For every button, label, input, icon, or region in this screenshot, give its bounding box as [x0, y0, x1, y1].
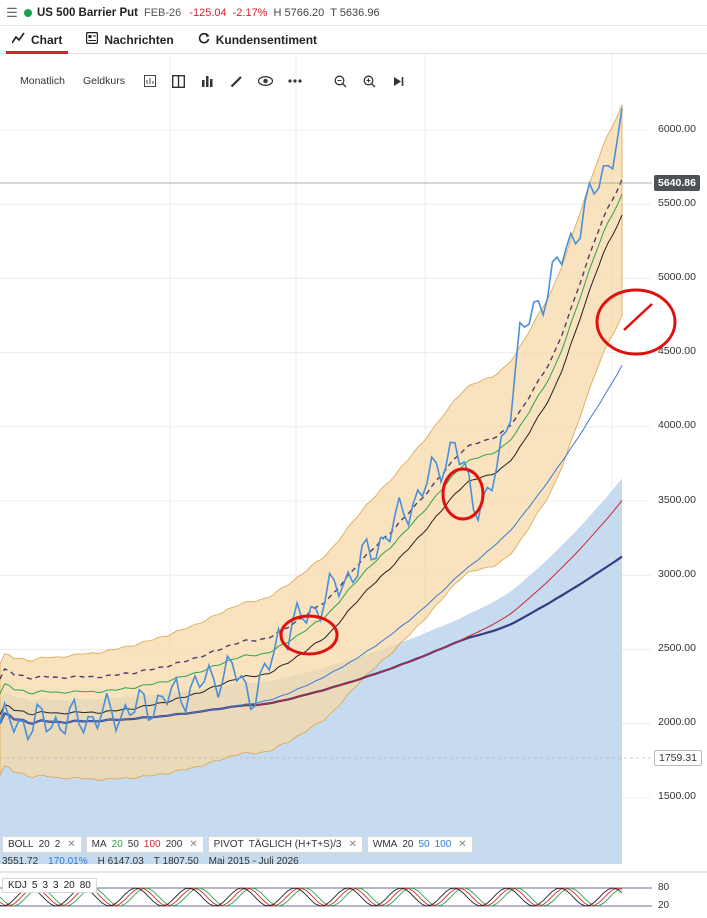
chart-type-icon[interactable] [141, 72, 159, 90]
chart-toolbar: Monatlich Geldkurs [0, 68, 420, 94]
boll-param: 2 [54, 839, 61, 850]
kdj-param: 3 [53, 880, 59, 891]
menu-icon[interactable]: ☰ [6, 4, 18, 20]
bollinger-band-fill [0, 104, 623, 781]
info-high: H 6147.03 [97, 856, 144, 867]
boll-param: 20 [38, 839, 50, 850]
instrument-header: ☰ US 500 Barrier Put FEB-26 -125.04 -2.1… [0, 0, 707, 26]
current-price-label: 5640.86 [654, 175, 700, 191]
ma-param: 50 [127, 839, 139, 850]
kdj-name: KDJ [8, 880, 27, 891]
kdj-k-line [0, 887, 623, 907]
price-tick: 3500.00 [658, 494, 696, 506]
ohlc-info: 3551.72 170.01% H 6147.03 T 1807.50 Mai … [2, 856, 299, 867]
wma-param: 20 [402, 839, 414, 850]
info-percent: 170.01% [48, 856, 88, 867]
annotation-circle [595, 288, 677, 356]
kdj-param: 5 [31, 880, 38, 891]
tab-sentiment[interactable]: Kundensentiment [186, 26, 329, 53]
price-tick: 5000.00 [658, 271, 696, 283]
ma50-line [0, 365, 623, 725]
ma-param: 20 [111, 839, 123, 850]
wma-param: 100 [434, 839, 452, 850]
kdj-param: 3 [42, 880, 49, 891]
kdj-j-line [0, 887, 623, 907]
info-value: 3551.72 [2, 856, 39, 867]
boll-name: BOLL [8, 839, 34, 850]
close-icon[interactable]: ✕ [67, 839, 76, 850]
wma-indicator[interactable]: WMA 20 50 100 ✕ [366, 836, 473, 853]
price-tick: 3000.00 [658, 568, 696, 580]
kdj-d-line [0, 887, 623, 907]
boll-indicator[interactable]: BOLL 20 2 ✕ [2, 836, 82, 853]
layout-split-icon[interactable] [170, 72, 188, 90]
instrument-name: US 500 Barrier Put [37, 6, 138, 19]
price-change: -125.04 [189, 6, 227, 19]
pivot-param: TÄGLICH (H+T+S)/3 [248, 839, 342, 850]
kdj-level-upper: 80 [658, 882, 670, 893]
kdj-indicator[interactable]: KDJ 5 3 3 20 80 [2, 878, 97, 893]
price-type-selector[interactable]: Geldkurs [82, 75, 125, 87]
go-to-latest-icon[interactable] [390, 72, 408, 90]
price-line [0, 108, 623, 742]
ma-param: 100 [143, 839, 161, 850]
sentiment-icon [198, 32, 210, 47]
price-tick: 2000.00 [658, 716, 696, 728]
price-tick: 6000.00 [658, 123, 696, 135]
timeframe-selector[interactable]: Monatlich [20, 75, 65, 87]
chart-icon [11, 32, 25, 47]
tab-chart[interactable]: Chart [0, 26, 74, 54]
zoom-in-icon[interactable] [361, 72, 379, 90]
annotation-circle [441, 467, 485, 521]
price-tick: 5500.00 [658, 197, 696, 209]
indicators-icon[interactable] [199, 72, 217, 90]
price-tick: 1500.00 [658, 790, 696, 802]
info-range: Mai 2015 - Juli 2026 [208, 856, 299, 867]
price-tick: 4000.00 [658, 419, 696, 431]
close-icon[interactable]: ✕ [458, 839, 467, 850]
news-icon [86, 31, 99, 47]
wma20-line [0, 214, 623, 716]
tab-chart-label: Chart [31, 32, 63, 47]
tab-news[interactable]: Nachrichten [74, 26, 185, 53]
boll-mid-line [0, 179, 623, 681]
ma-param: 200 [165, 839, 183, 850]
annotation-stroke [623, 303, 653, 331]
pivot-name: PIVOT [213, 839, 244, 850]
indicator-legend: BOLL 20 2 ✕ MA 20 50 100 200 ✕ PIVOT TÄG… [2, 836, 473, 853]
instrument-expiry: FEB-26 [144, 6, 182, 19]
annotation-circle [279, 614, 339, 656]
tab-sentiment-label: Kundensentiment [215, 32, 318, 47]
instrument-tabs: Chart Nachrichten Kundensentiment [0, 26, 707, 54]
crosshair-price-label: 1759.31 [654, 750, 702, 766]
market-open-indicator [24, 8, 32, 17]
ma-indicator[interactable]: MA 20 50 100 200 ✕ [85, 836, 204, 853]
close-icon[interactable]: ✕ [348, 839, 357, 850]
visibility-eye-icon[interactable] [257, 72, 275, 90]
kdj-level-lower: 20 [658, 900, 670, 911]
info-low: T 1807.50 [153, 856, 199, 867]
zoom-out-icon[interactable] [332, 72, 350, 90]
kdj-param: 20 [63, 880, 75, 891]
kdj-param: 80 [79, 880, 91, 891]
price-tick: 4500.00 [658, 345, 696, 357]
pivot-indicator[interactable]: PIVOT TÄGLICH (H+T+S)/3 ✕ [207, 836, 363, 853]
day-low: T 5636.96 [330, 6, 380, 19]
ma20-line [0, 193, 623, 695]
price-tick: 2500.00 [658, 642, 696, 654]
tab-news-label: Nachrichten [104, 32, 174, 47]
draw-pencil-icon[interactable] [228, 72, 246, 90]
price-chart[interactable] [0, 54, 707, 918]
wma-param: 50 [418, 839, 430, 850]
price-change-percent: -2.17% [232, 6, 268, 19]
wma-name: WMA [372, 839, 398, 850]
close-icon[interactable]: ✕ [189, 839, 198, 850]
ma-name: MA [91, 839, 107, 850]
more-options-icon[interactable] [286, 72, 304, 90]
day-high: H 5766.20 [273, 6, 325, 19]
